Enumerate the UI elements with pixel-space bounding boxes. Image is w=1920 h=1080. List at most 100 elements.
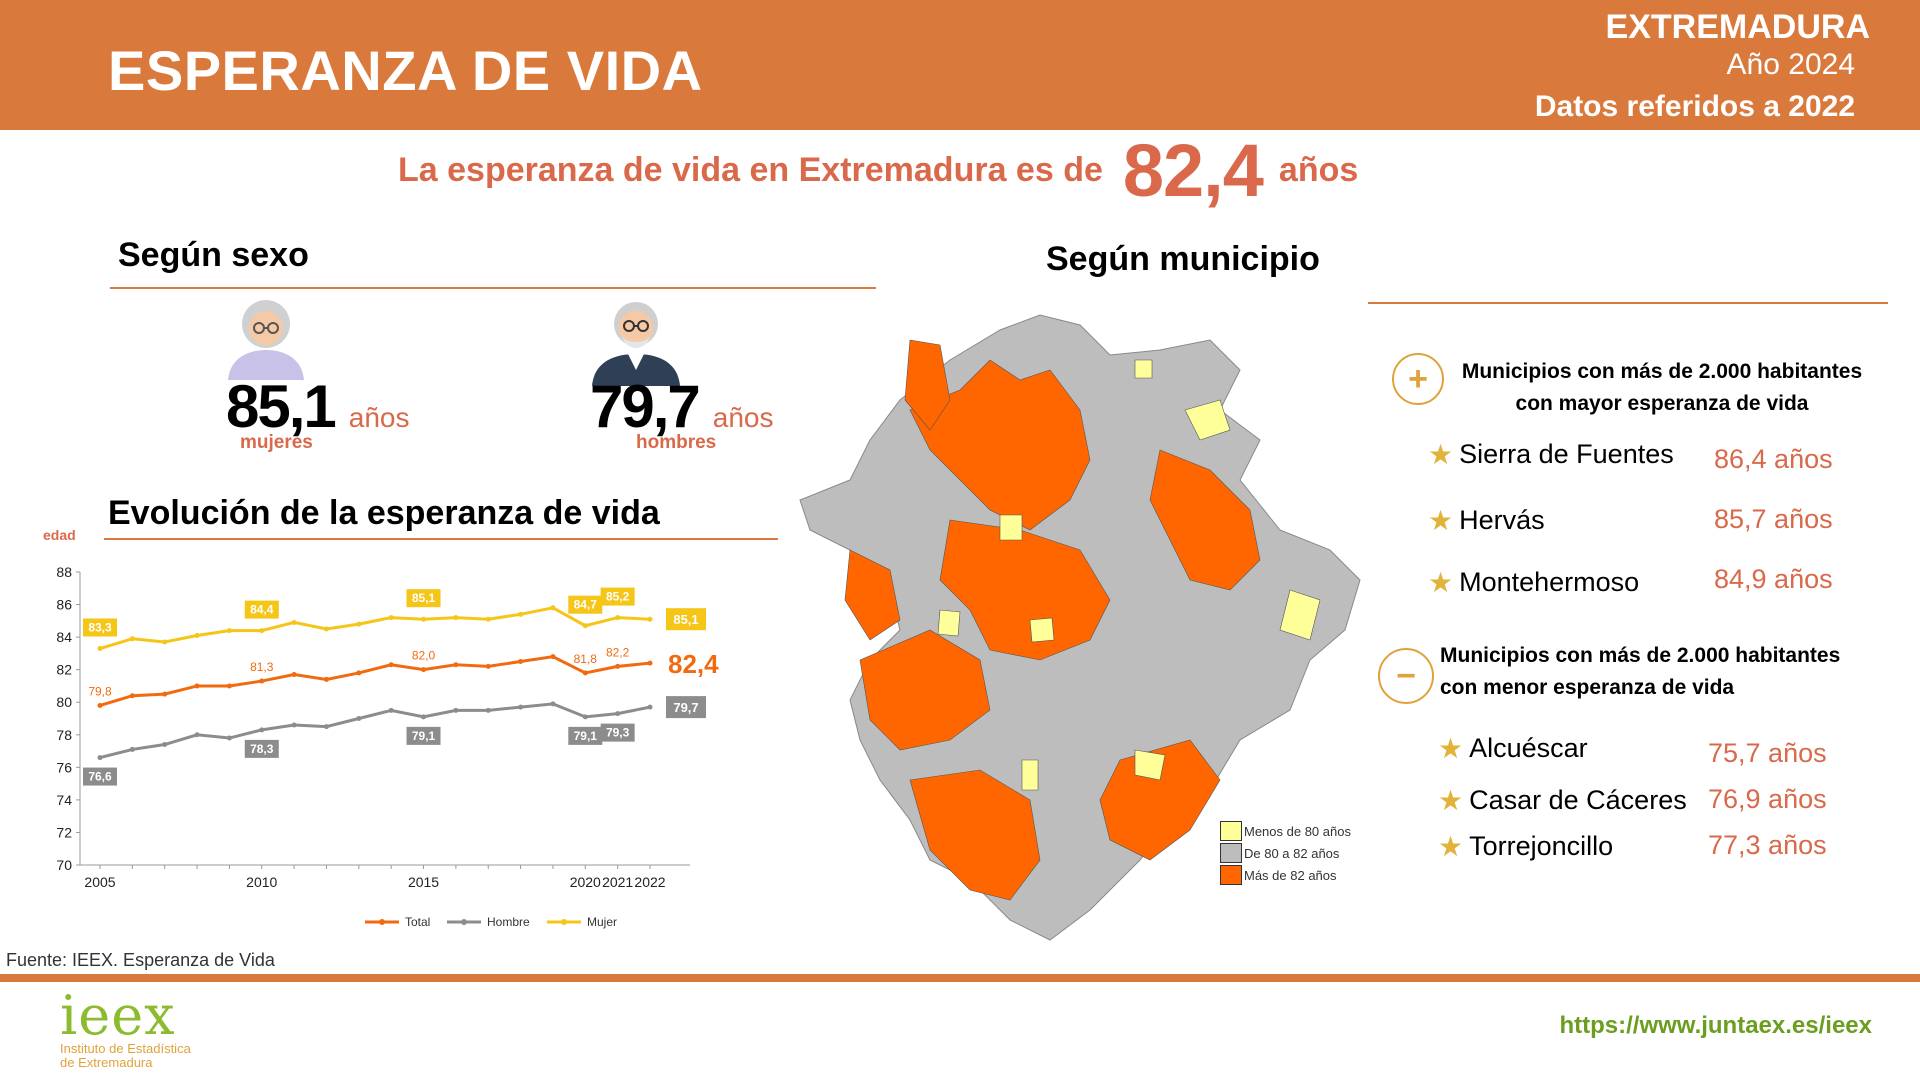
headline-value: 82,4	[1122, 128, 1264, 212]
chart-x-tick-label: 2021	[602, 874, 633, 890]
chart-legend: Total Hombre Mujer	[365, 915, 617, 929]
women-label: mujeres	[240, 432, 313, 453]
map-low-zone-8	[1134, 359, 1153, 379]
chart-y-tick-label: 74	[56, 792, 72, 808]
extremadura-choropleth-map	[799, 314, 1361, 941]
region-label: EXTREMADURA	[1605, 8, 1870, 46]
star-icon: ★	[1438, 785, 1464, 816]
map-low-zone-4	[1029, 617, 1055, 643]
chart-data-label-box	[244, 739, 279, 758]
legend-label-low: Menos de 80 años	[1244, 823, 1351, 839]
higher-item-2-name: Hervás	[1459, 505, 1545, 535]
chart-point	[162, 639, 168, 645]
evolution-title: Evolución de la esperanza de vida	[108, 494, 660, 532]
chart-point	[291, 722, 297, 728]
map-low-zone-7	[999, 514, 1023, 541]
chart-point	[388, 707, 394, 713]
map-high-zone-center	[939, 519, 1111, 661]
chart-ylabel: edad	[43, 527, 76, 543]
chart-data-label: 79,3	[606, 726, 630, 740]
map-high-zone-northwest	[904, 339, 951, 431]
chart-point	[226, 683, 232, 689]
headline: La esperanza de vida en Extremadura es d…	[398, 128, 1358, 212]
chart-point	[259, 727, 265, 733]
chart-x-tick-label: 2020	[570, 874, 601, 890]
chart-data-label: 84,7	[574, 598, 598, 612]
chart-y-tick-label: 84	[56, 629, 72, 645]
higher-heading-line1: Municipios con más de 2.000 habitantes	[1461, 360, 1863, 383]
footer-band	[0, 974, 1920, 982]
evolution-rule	[104, 538, 778, 540]
chart-point	[97, 702, 103, 708]
men-label: hombres	[636, 432, 717, 453]
chart-data-label: 84,4	[250, 603, 274, 617]
chart-point	[550, 654, 556, 660]
chart-point	[291, 619, 297, 625]
chart-point	[453, 662, 459, 668]
chart-data-label: 81,3	[250, 660, 274, 674]
website-link[interactable]: https://www.juntaex.es/ieex	[1559, 1012, 1872, 1039]
chart-data-label: 79,1	[412, 729, 436, 743]
chart-point	[226, 735, 232, 741]
chart-x-tick-label: 2015	[408, 874, 439, 890]
higher-item-1-value: 86,4 años	[1714, 444, 1833, 474]
star-icon: ★	[1428, 567, 1454, 598]
minus-circle-icon: −	[1378, 648, 1434, 704]
chart-point	[388, 615, 394, 621]
chart-data-label-box	[600, 587, 635, 606]
chart-point	[356, 716, 362, 721]
logo-line1: Instituto de Estadística	[60, 1041, 191, 1056]
chart-point	[453, 615, 459, 621]
municipality-section-title: Según municipio	[1046, 240, 1320, 278]
map-low-zone-2	[1279, 589, 1321, 641]
women-unit: años	[348, 402, 410, 433]
ieex-logo: ieex Instituto de Estadística de Extrema…	[60, 989, 191, 1070]
sex-section-title: Según sexo	[118, 236, 309, 274]
chart-point	[291, 672, 297, 678]
chart-point	[485, 707, 491, 713]
higher-heading-line2: con mayor esperanza de vida	[1515, 392, 1809, 415]
lower-heading-line1: Municipios con más de 2.000 habitantes	[1440, 644, 1841, 667]
chart-series-line-mujer	[99, 606, 651, 650]
chart-point	[259, 678, 265, 684]
higher-item-3: ★ Montehermoso	[1428, 566, 1639, 599]
chart-data-label-box	[83, 618, 117, 637]
chart-legend-marker	[461, 919, 467, 925]
chart-point	[453, 707, 459, 713]
chart-data-label-box	[83, 767, 117, 786]
chart-point	[194, 632, 200, 638]
chart-point	[485, 616, 491, 622]
chart-data-label: 82,0	[412, 649, 436, 663]
chart-point	[421, 667, 427, 673]
chart-series-line-total	[99, 655, 651, 707]
map-legend-row-mid: De 80 a 82 años	[1220, 842, 1351, 864]
chart-point	[582, 623, 588, 629]
chart-data-labels: 79,8 81,3 82,0 81,8 82,2 82,4 76,6 78,3 79,1 79,1…	[83, 587, 719, 786]
chart-end-label: 82,4	[668, 649, 719, 679]
map-high-zone-south	[909, 769, 1041, 901]
chart-data-label-box	[568, 595, 603, 614]
chart-point	[356, 621, 362, 627]
lower-item-3-value: 77,3 años	[1708, 830, 1827, 860]
chart-point	[194, 732, 200, 738]
map-legend: Menos de 80 años De 80 a 82 años Más de …	[1220, 820, 1351, 886]
men-stat: 79,7 años	[590, 372, 774, 441]
star-icon: ★	[1428, 439, 1454, 470]
chart-point	[323, 626, 329, 632]
chart-x-tick-label: 2005	[84, 874, 115, 890]
chart-point	[647, 660, 653, 666]
chart-legend-marker	[561, 919, 567, 925]
chart-point	[323, 724, 329, 730]
chart-point	[647, 616, 653, 622]
women-stat: 85,1 años	[226, 372, 410, 441]
chart-point	[582, 714, 588, 720]
chart-data-label: 83,3	[88, 621, 112, 635]
lower-item-2-name: Casar de Cáceres	[1469, 785, 1687, 815]
evolution-line-chart: edad 70 72 74 76 78 80 82 84 86 88 2005 2010 2015 202…	[43, 527, 719, 929]
map-high-zone-southeast	[1099, 739, 1221, 861]
map-high-zone-west	[859, 629, 991, 751]
map-legend-row-low: Menos de 80 años	[1220, 820, 1351, 842]
chart-point	[615, 615, 621, 621]
chart-data-label-box	[406, 589, 441, 608]
man-avatar-icon	[592, 302, 680, 386]
